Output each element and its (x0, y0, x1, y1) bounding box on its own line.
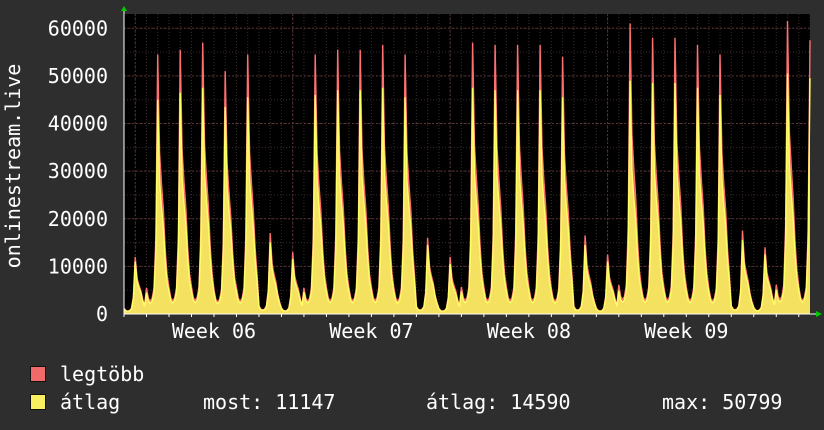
legend-label-avg: átlag (60, 390, 121, 414)
y-tick-label: 10000 (48, 254, 108, 278)
y-tick-label: 50000 (48, 64, 108, 88)
legend-label-max: legtöbb (60, 362, 145, 386)
stat-average: átlag: 14590 (426, 390, 571, 414)
legend-entry-max: legtöbb (30, 362, 144, 386)
x-tick-label: Week 09 (644, 319, 728, 343)
y-tick-label: 0 (96, 302, 108, 326)
y-tick-label: 20000 (48, 207, 108, 231)
y-tick-label: 40000 (48, 112, 108, 136)
chart: 0 10000 20000 30000 40000 50000 60000 Week 06 We… (1, 6, 822, 343)
y-axis-arrow (121, 6, 127, 11)
stat-max: max: 50799 (662, 390, 783, 414)
y-tick-label: 60000 (48, 16, 108, 40)
legend-swatch-avg (30, 394, 46, 410)
legend-entry-avg: átlag (30, 390, 120, 414)
x-axis-arrow (816, 311, 822, 317)
y-axis-label: onlinestream.live (1, 64, 25, 269)
series-avg-line (123, 73, 811, 313)
x-tick-label: Week 08 (487, 319, 571, 343)
x-tick-label: Week 06 (172, 319, 256, 343)
y-tick-label: 30000 (48, 159, 108, 183)
legend-swatch-max (30, 366, 46, 382)
x-tick-label: Week 07 (329, 319, 413, 343)
stat-now: most: 11147 (203, 390, 336, 414)
